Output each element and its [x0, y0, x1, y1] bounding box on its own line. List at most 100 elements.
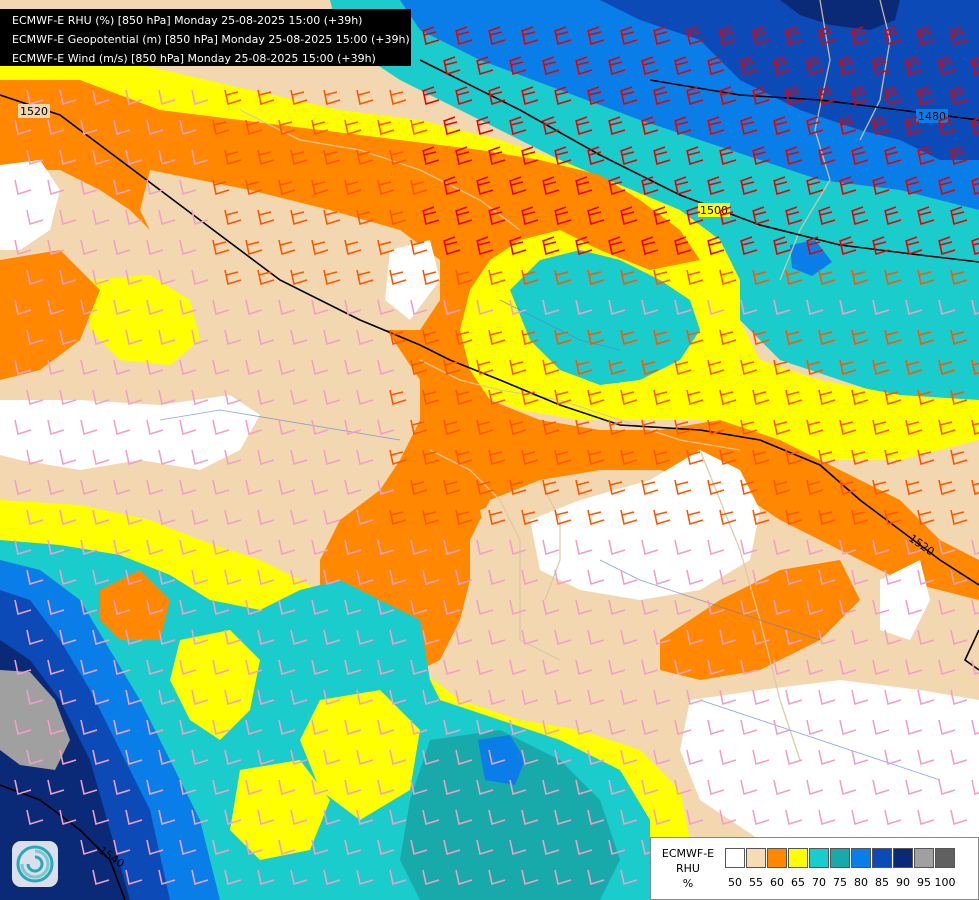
wind-barb: [290, 209, 308, 226]
wind-barb: [554, 749, 572, 766]
wind-barb: [785, 269, 803, 286]
wind-barb: [488, 629, 506, 646]
wind-barb: [377, 359, 395, 376]
wind-barb: [47, 539, 65, 556]
wind-barb: [59, 809, 77, 826]
wind-barb: [257, 689, 275, 706]
wind-barb: [674, 176, 692, 196]
wind-barb: [455, 869, 473, 886]
wind-barb: [971, 57, 979, 76]
wind-barb: [410, 599, 428, 616]
wind-barb: [422, 86, 440, 106]
wind-barb: [917, 269, 935, 286]
wind-barb: [917, 206, 935, 226]
wind-barb: [521, 206, 539, 226]
wind-barbs: [14, 26, 979, 886]
wind-barb: [938, 56, 956, 76]
wind-barb: [719, 206, 737, 226]
wind-barb: [158, 89, 176, 106]
wind-barb: [80, 719, 98, 736]
wind-barb: [311, 839, 329, 856]
wind-barb: [146, 179, 164, 196]
wind-barb: [839, 539, 857, 556]
wind-barb: [257, 509, 275, 526]
wind-barb: [278, 539, 296, 556]
wind-barb: [839, 236, 857, 256]
rhu-area-se-white: [680, 680, 979, 840]
wind-barb: [356, 869, 374, 886]
wind-barb: [950, 206, 968, 226]
wind-barb: [344, 599, 362, 616]
wind-barb: [125, 209, 143, 226]
wind-barb: [521, 569, 539, 586]
wind-barb: [410, 839, 428, 856]
wind-barb: [686, 629, 704, 646]
wind-barb: [575, 539, 593, 556]
wind-barb: [125, 89, 143, 106]
wind-barb: [146, 359, 164, 376]
wind-barb: [323, 629, 341, 646]
wind-barb: [476, 419, 494, 436]
wind-barb: [26, 809, 44, 826]
wind-barb: [938, 599, 956, 616]
wind-barb: [851, 389, 869, 406]
wind-barb: [641, 236, 659, 256]
wind-barb: [212, 239, 230, 256]
wind-barb: [245, 359, 263, 376]
wind-barb: [92, 749, 110, 766]
wind-barb: [641, 539, 659, 556]
wind-barb: [245, 839, 263, 856]
wind-barb: [752, 689, 770, 706]
legend-tick-label: 65: [791, 876, 805, 889]
wind-barb: [476, 176, 494, 196]
wind-barb: [356, 389, 374, 406]
rhu-area-east-white: [880, 560, 930, 640]
wind-barb: [212, 839, 230, 856]
wind-barb: [278, 659, 296, 676]
wind-barb: [47, 479, 65, 496]
wind-barb: [422, 329, 440, 346]
wind-barb: [575, 56, 593, 76]
wind-barb: [740, 539, 758, 556]
wind-barb: [653, 689, 671, 706]
wind-barb: [707, 599, 725, 616]
wind-barb: [806, 176, 824, 196]
legend-tick-label: 90: [896, 876, 910, 889]
wind-barb: [851, 146, 869, 166]
wind-barb: [950, 689, 968, 706]
wind-barb: [476, 56, 494, 76]
wind-barb: [476, 116, 494, 136]
wind-barb: [575, 176, 593, 196]
wind-barb: [950, 146, 968, 166]
wind-barb: [47, 119, 65, 136]
wind-barb: [971, 659, 979, 676]
wind-barb: [752, 206, 770, 226]
wind-barb: [257, 749, 275, 766]
wind-barb: [245, 659, 263, 676]
wind-barb: [443, 479, 461, 496]
wind-barb: [773, 299, 791, 316]
wind-barb: [455, 269, 473, 286]
wind-barb: [509, 419, 527, 436]
wind-barb: [311, 179, 329, 196]
wind-barb: [971, 237, 979, 256]
wind-barb: [26, 269, 44, 286]
wind-barb: [818, 146, 836, 166]
wind-barb: [191, 269, 209, 286]
wind-barb: [587, 206, 605, 226]
wind-barb: [224, 449, 242, 466]
wind-barb: [785, 206, 803, 226]
wind-barb: [26, 569, 44, 586]
wind-barb: [872, 539, 890, 556]
wind-barb: [938, 236, 956, 256]
wind-barb: [686, 269, 704, 286]
rhu-area-left-orange-edge: [0, 250, 100, 380]
legend-swatch: [788, 848, 808, 868]
wind-barb: [488, 26, 506, 46]
wind-barb: [905, 236, 923, 256]
wind-barb: [839, 116, 857, 136]
wind-barb: [905, 419, 923, 436]
wind-barb: [158, 869, 176, 886]
